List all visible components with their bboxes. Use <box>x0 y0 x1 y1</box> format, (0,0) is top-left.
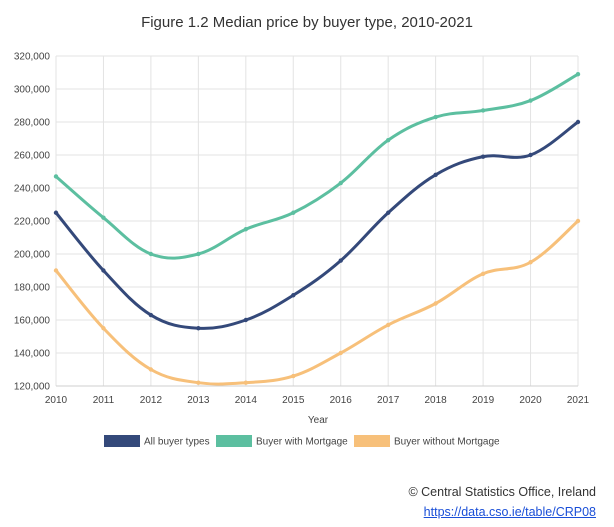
series-all-buyer-types <box>53 119 581 331</box>
data-point[interactable] <box>101 326 106 331</box>
source-link[interactable]: https://data.cso.ie/table/CRP08 <box>423 505 596 519</box>
legend-label: Buyer with Mortgage <box>256 437 348 448</box>
data-point[interactable] <box>338 258 343 263</box>
x-tick-label: 2018 <box>425 395 448 406</box>
y-tick-label: 240,000 <box>14 184 51 195</box>
data-point[interactable] <box>196 251 201 257</box>
legend-item[interactable]: Buyer with Mortgage <box>216 435 348 448</box>
data-point[interactable] <box>148 367 154 372</box>
legend-label: Buyer without Mortgage <box>394 437 500 448</box>
data-point[interactable] <box>385 210 391 215</box>
y-tick-label: 280,000 <box>14 118 51 129</box>
y-tick-label: 320,000 <box>14 52 51 63</box>
legend-swatch <box>354 435 390 447</box>
data-point[interactable] <box>53 268 59 273</box>
data-point[interactable] <box>53 174 59 179</box>
x-axis-title: Year <box>308 415 329 426</box>
x-tick-label: 2013 <box>187 395 210 406</box>
data-point[interactable] <box>101 215 106 220</box>
data-point[interactable] <box>338 180 343 186</box>
data-point[interactable] <box>338 350 343 356</box>
series-buyer-with-mortgage <box>53 71 581 260</box>
legend-swatch <box>104 435 140 447</box>
data-point[interactable] <box>433 114 438 120</box>
data-point[interactable] <box>243 317 249 323</box>
legend-item[interactable]: All buyer types <box>104 435 210 448</box>
x-tick-label: 2016 <box>330 395 353 406</box>
x-tick-label: 2020 <box>519 395 542 406</box>
data-point[interactable] <box>575 218 581 224</box>
series-lines <box>53 71 581 386</box>
data-point[interactable] <box>243 227 249 232</box>
y-tick-label: 300,000 <box>14 85 51 96</box>
source-block: © Central Statistics Office, Ireland htt… <box>408 482 596 522</box>
legend-label: All buyer types <box>144 437 210 448</box>
x-tick-label: 2019 <box>472 395 495 406</box>
x-tick-label: 2017 <box>377 395 400 406</box>
series-line <box>54 120 580 330</box>
data-point[interactable] <box>196 326 201 331</box>
chart-title: Figure 1.2 Median price by buyer type, 2… <box>141 14 473 31</box>
x-tick-label: 2021 <box>567 395 590 406</box>
legend-swatch <box>216 435 252 447</box>
data-point[interactable] <box>528 260 533 265</box>
data-point[interactable] <box>480 108 486 113</box>
data-point[interactable] <box>528 152 533 158</box>
data-point[interactable] <box>291 210 296 215</box>
y-tick-label: 200,000 <box>14 250 51 261</box>
x-tick-label: 2010 <box>45 395 68 406</box>
data-point[interactable] <box>196 380 201 385</box>
series-line <box>54 219 580 386</box>
data-point[interactable] <box>101 268 106 273</box>
grid-lines <box>55 55 579 387</box>
data-point[interactable] <box>291 373 296 379</box>
data-point[interactable] <box>243 380 249 385</box>
x-tick-label: 2011 <box>93 395 115 406</box>
source-credit: © Central Statistics Office, Ireland <box>408 485 596 499</box>
data-point[interactable] <box>433 172 438 177</box>
series-buyer-without-mortgage <box>53 218 581 386</box>
data-point[interactable] <box>480 271 486 276</box>
y-tick-label: 120,000 <box>14 382 51 393</box>
y-tick-label: 260,000 <box>14 151 51 162</box>
x-tick-label: 2015 <box>282 395 305 406</box>
median-price-chart: Figure 1.2 Median price by buyer type, 2… <box>14 14 590 448</box>
data-point[interactable] <box>575 71 581 77</box>
legend: All buyer types Buyer with Mortgage Buyer … <box>104 435 500 448</box>
data-point[interactable] <box>53 210 59 215</box>
y-tick-label: 220,000 <box>14 217 51 228</box>
data-point[interactable] <box>433 301 438 306</box>
data-point[interactable] <box>528 98 533 103</box>
y-tick-label: 180,000 <box>14 283 51 294</box>
axes: 120,000 140,000 160,000 180,000 200,000 220,0… <box>14 52 590 407</box>
y-tick-label: 140,000 <box>14 349 51 360</box>
data-point[interactable] <box>291 293 296 298</box>
data-point[interactable] <box>148 312 154 318</box>
y-tick-label: 160,000 <box>14 316 51 327</box>
data-point[interactable] <box>385 137 391 143</box>
legend-item[interactable]: Buyer without Mortgage <box>354 435 500 448</box>
data-point[interactable] <box>385 322 391 328</box>
data-point[interactable] <box>148 251 154 257</box>
data-point[interactable] <box>480 154 486 159</box>
data-point[interactable] <box>575 119 581 125</box>
x-tick-label: 2012 <box>140 395 163 406</box>
series-line <box>54 72 580 260</box>
x-tick-label: 2014 <box>235 395 258 406</box>
